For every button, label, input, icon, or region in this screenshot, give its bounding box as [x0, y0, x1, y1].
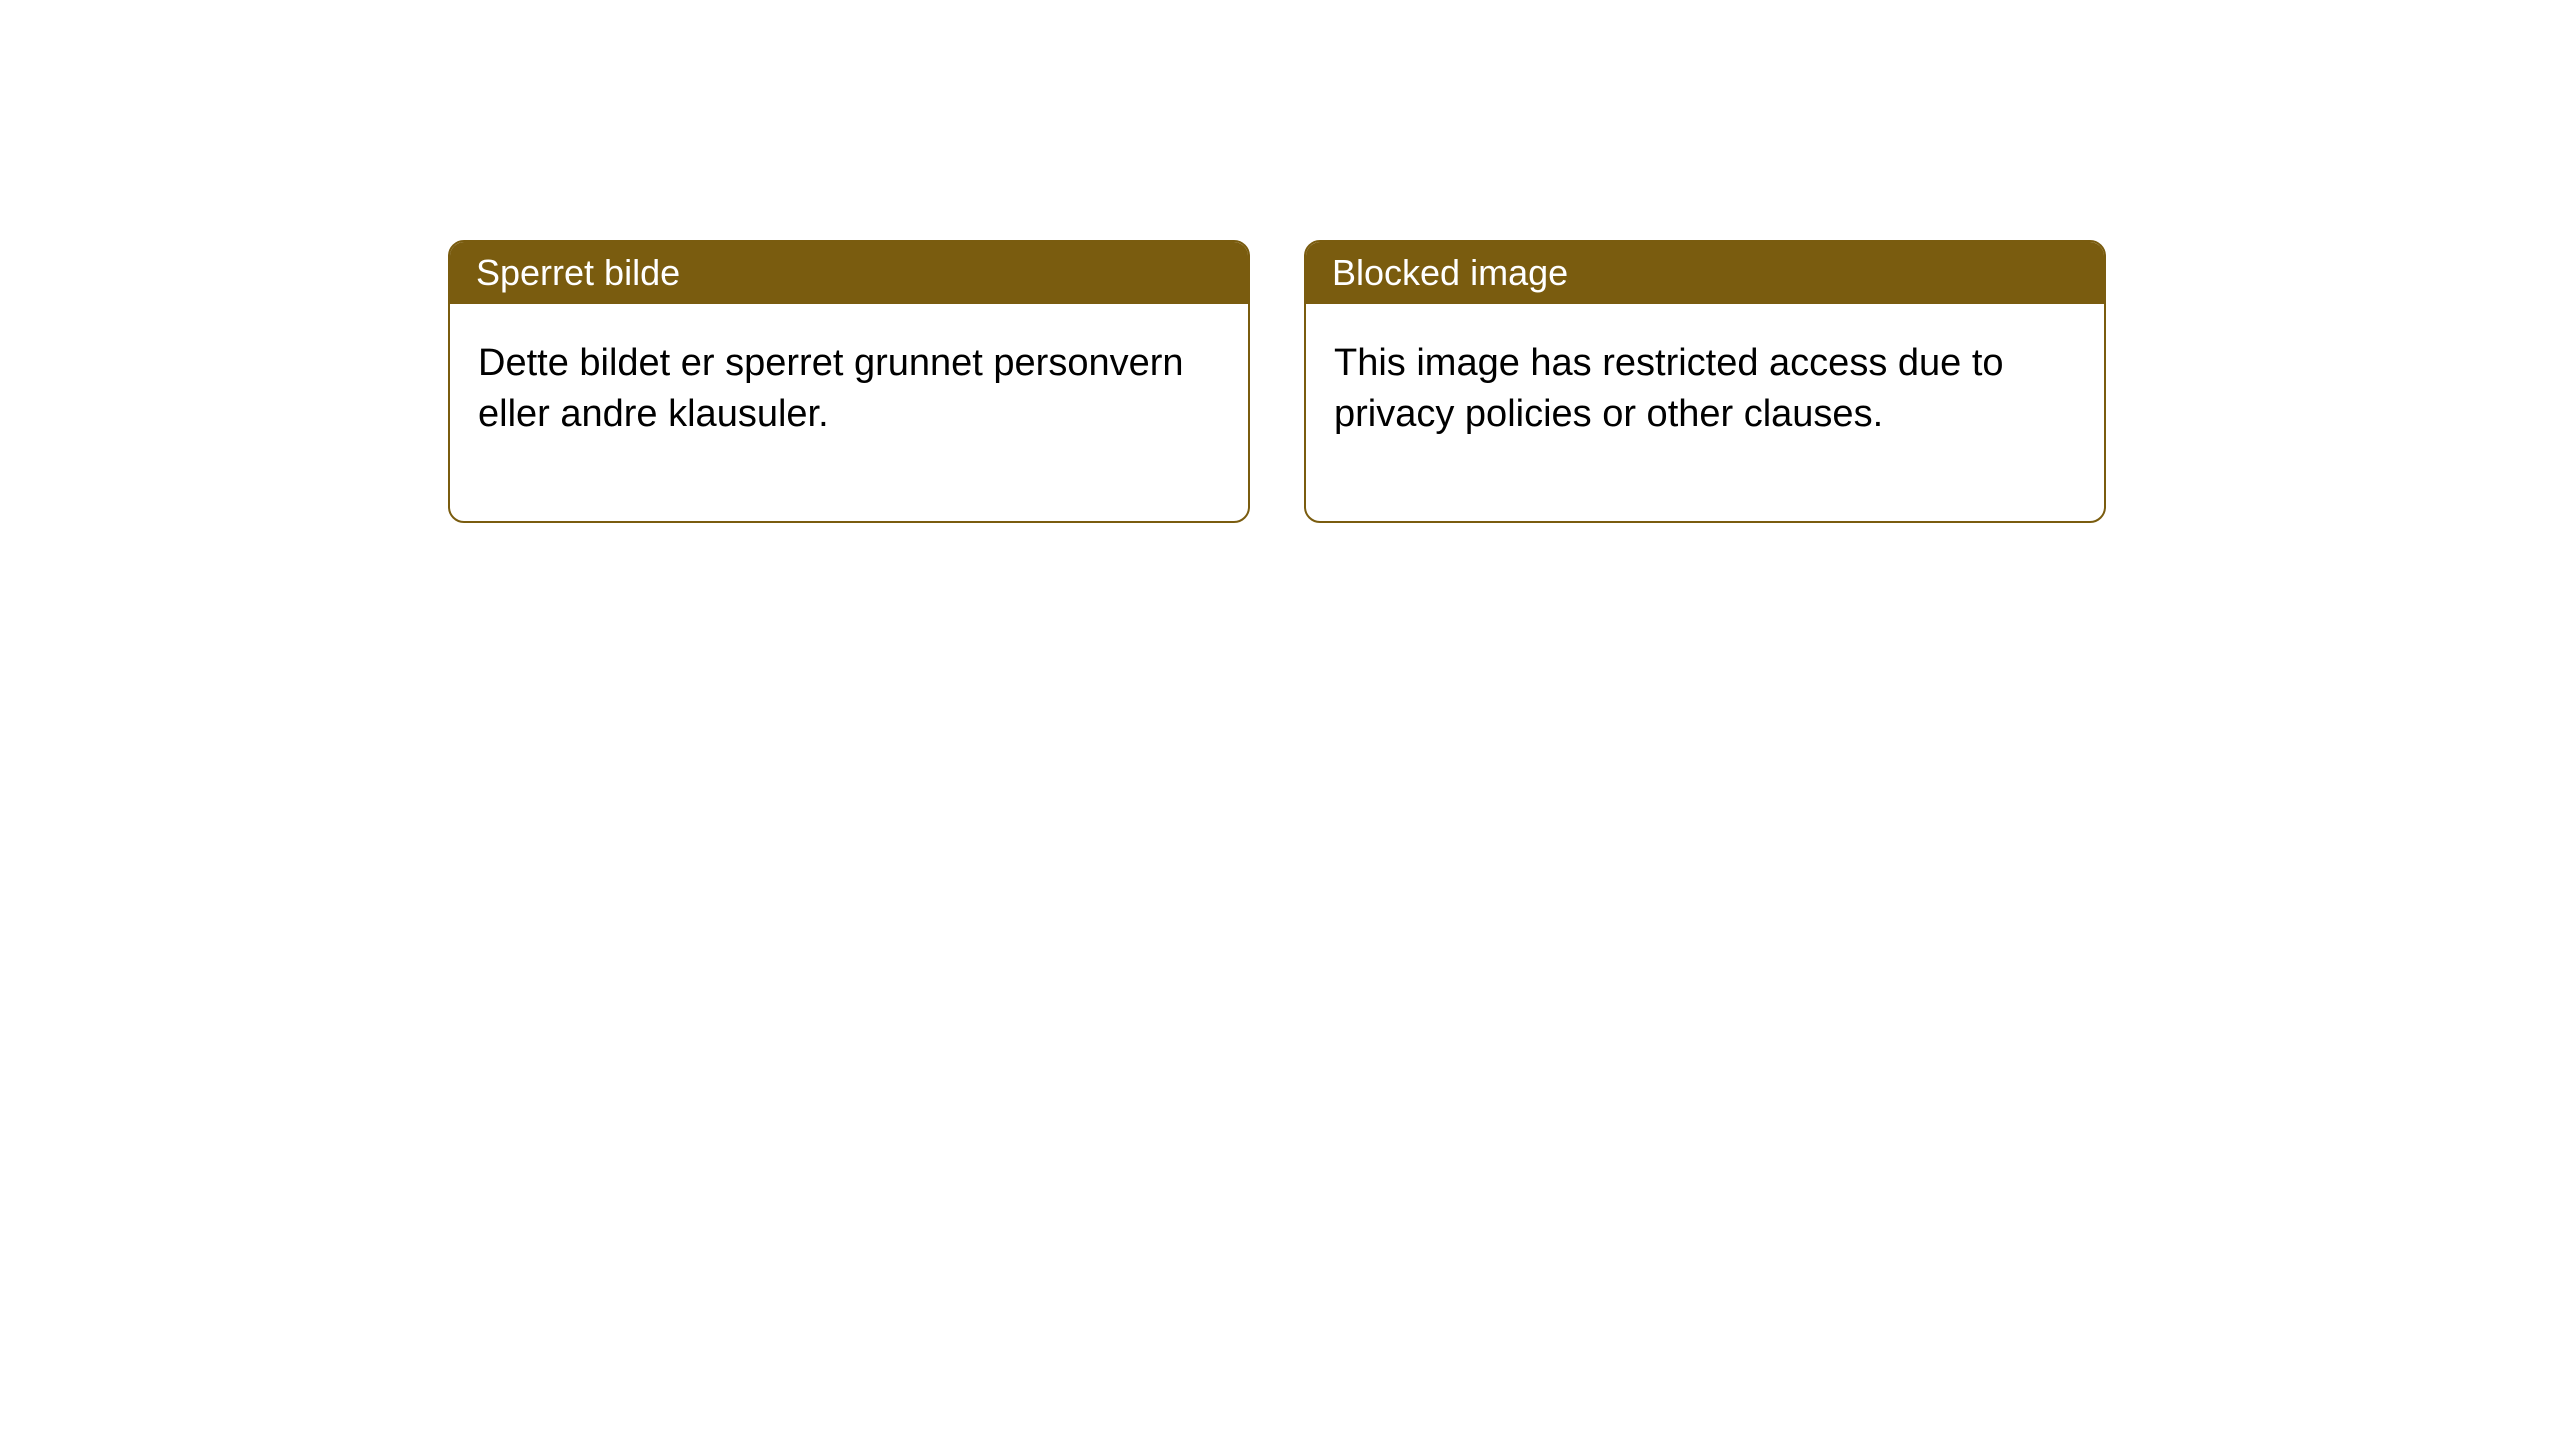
notice-container: Sperret bilde Dette bildet er sperret gr… — [0, 0, 2560, 523]
notice-message: This image has restricted access due to … — [1334, 342, 2004, 435]
notice-header: Blocked image — [1306, 242, 2104, 304]
notice-card-english: Blocked image This image has restricted … — [1304, 240, 2106, 523]
notice-title: Blocked image — [1332, 252, 1568, 293]
notice-body: Dette bildet er sperret grunnet personve… — [450, 304, 1248, 521]
notice-title: Sperret bilde — [476, 252, 680, 293]
notice-header: Sperret bilde — [450, 242, 1248, 304]
notice-message: Dette bildet er sperret grunnet personve… — [478, 342, 1184, 435]
notice-card-norwegian: Sperret bilde Dette bildet er sperret gr… — [448, 240, 1250, 523]
notice-body: This image has restricted access due to … — [1306, 304, 2104, 521]
